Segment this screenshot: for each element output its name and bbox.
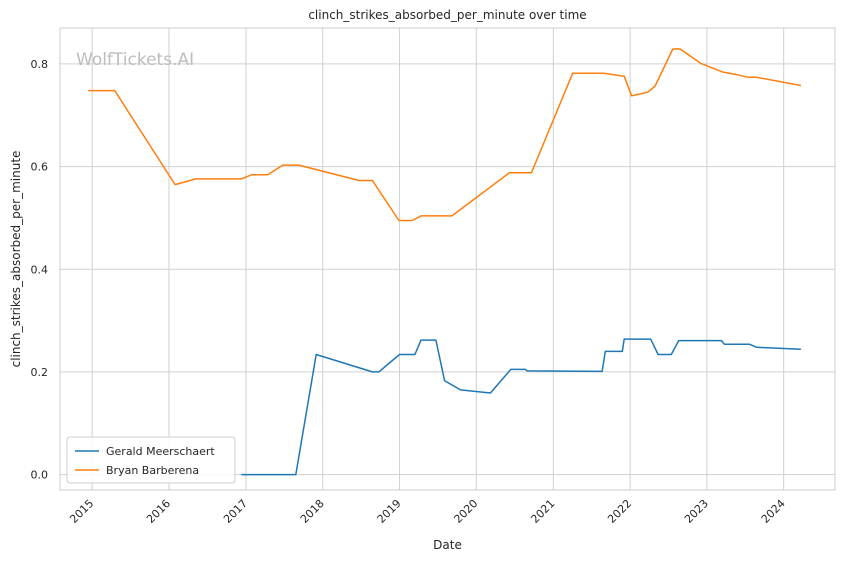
gridlines [60,28,835,490]
y-tick-label: 0.6 [31,161,49,174]
y-tick-label: 0.0 [31,469,49,482]
y-axis-ticks: 0.0 0.2 0.4 0.6 0.8 [31,58,49,482]
y-tick-label: 0.8 [31,58,49,71]
legend: Gerald Meerschaert Bryan Barberena [66,436,236,484]
plot-area [60,28,835,490]
legend-box [66,436,236,484]
x-axis-label: Date [433,538,462,552]
y-axis-label: clinch_strikes_absorbed_per_minute [9,151,23,368]
legend-label: Bryan Barberena [106,464,199,477]
series-line-bryan-barberena [88,48,802,222]
y-tick-label: 0.2 [31,366,49,379]
series-line-gerald-meerschaert [241,338,801,476]
legend-label: Gerald Meerschaert [106,445,215,458]
watermark: WolfTickets.AI [76,50,194,70]
plot-frame [59,27,836,491]
y-tick-label: 0.4 [31,263,49,276]
series-lines [88,48,802,476]
chart-title: clinch_strikes_absorbed_per_minute over … [308,8,586,22]
